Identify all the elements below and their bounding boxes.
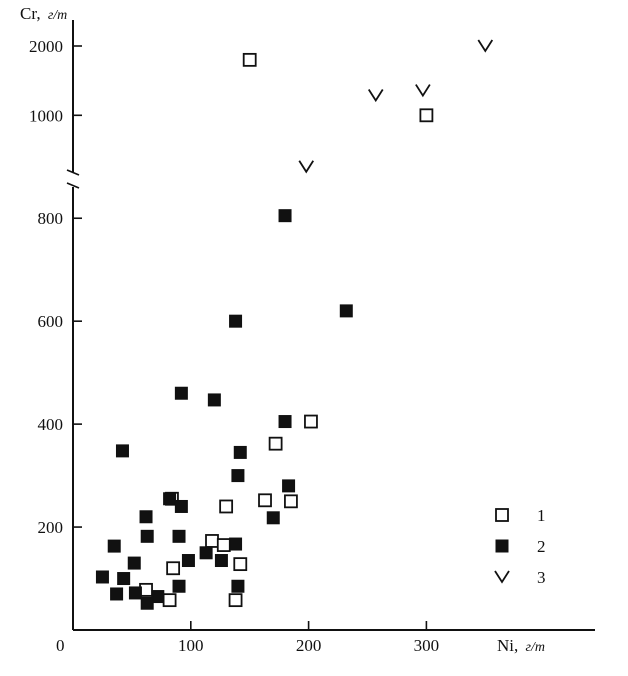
series-3 — [298, 39, 494, 174]
data-point-series-3 — [415, 84, 431, 98]
y-axis-title-main: Cr, — [20, 4, 41, 23]
data-point-series-2 — [214, 554, 228, 568]
data-point-series-2 — [229, 314, 243, 328]
data-point-series-2 — [266, 511, 280, 525]
data-point-series-2 — [139, 510, 153, 524]
series-1 — [139, 52, 434, 608]
x-axis-ticks: 100 200 300 — [178, 621, 439, 655]
legend-marker-2 — [495, 539, 509, 553]
data-point-series-2 — [140, 596, 154, 610]
data-point-series-2 — [128, 586, 142, 600]
data-point-series-2 — [140, 529, 154, 543]
data-point-series-2 — [115, 444, 129, 458]
data-point-series-1 — [284, 494, 298, 509]
data-point-series-2 — [107, 539, 121, 553]
x-tick-label: 200 — [296, 636, 322, 655]
y-tick-label: 400 — [38, 415, 64, 434]
data-point-series-2 — [172, 529, 186, 543]
data-point-series-2 — [233, 445, 247, 459]
data-point-series-1 — [162, 593, 177, 608]
data-point-series-1 — [419, 108, 434, 123]
data-point-series-2 — [151, 590, 165, 604]
data-point-series-3 — [477, 39, 494, 53]
axis-break-mark-bottom — [66, 182, 80, 189]
data-point-series-2 — [278, 209, 292, 223]
data-point-series-2 — [110, 587, 124, 601]
data-point-series-1 — [228, 593, 243, 608]
data-point-series-2 — [207, 393, 221, 407]
data-point-series-2 — [172, 579, 186, 593]
data-point-series-3 — [367, 89, 384, 103]
data-point-series-1 — [233, 557, 248, 572]
data-point-series-2 — [181, 554, 195, 568]
x-axis-title: Ni, г/т — [497, 636, 545, 655]
y-axis-ticks: 200 400 600 800 1000 2000 — [29, 37, 82, 537]
x-axis-title-unit: г/т — [526, 640, 545, 655]
x-tick-label: 300 — [414, 636, 440, 655]
y-tick-label: 600 — [38, 312, 64, 331]
legend-label-1: 1 — [537, 506, 546, 525]
origin-label: 0 — [56, 636, 65, 655]
legend-label-2: 2 — [537, 537, 546, 556]
data-point-series-2 — [231, 469, 245, 483]
data-point-series-2 — [231, 579, 245, 593]
data-point-series-1 — [166, 561, 181, 576]
y-axis-title: Cr, г/т — [20, 4, 67, 23]
data-point-series-2 — [174, 499, 188, 513]
data-point-series-1 — [304, 414, 318, 429]
data-point-series-1 — [216, 538, 231, 552]
y-tick-label: 2000 — [29, 37, 63, 56]
legend-label-3: 3 — [537, 568, 546, 587]
y-tick-label: 200 — [38, 518, 64, 537]
data-point-series-3 — [298, 160, 315, 174]
data-point-series-1 — [258, 493, 272, 508]
y-tick-label: 1000 — [29, 106, 63, 125]
data-point-series-2 — [174, 386, 188, 400]
legend: 1 2 3 — [494, 506, 546, 587]
legend-marker-1 — [495, 508, 509, 522]
data-point-series-2 — [163, 492, 177, 506]
y-tick-label: 800 — [38, 209, 64, 228]
y-axis-title-unit: г/т — [48, 8, 67, 23]
x-tick-label: 100 — [178, 636, 204, 655]
x-axis-title-main: Ni, — [497, 636, 518, 655]
data-point-series-2 — [229, 537, 243, 551]
data-point-series-2 — [282, 479, 296, 493]
axis-break-mark-top — [66, 169, 80, 176]
data-point-series-1 — [242, 52, 257, 67]
data-point-series-2 — [339, 304, 353, 318]
data-point-series-2 — [127, 556, 141, 570]
legend-marker-3 — [494, 570, 510, 584]
data-point-series-1 — [205, 534, 219, 548]
data-point-series-2 — [117, 572, 131, 586]
data-point-series-2 — [95, 570, 109, 584]
data-point-series-1 — [268, 436, 283, 451]
series-2 — [95, 209, 353, 610]
plot-area — [95, 39, 494, 610]
data-point-series-2 — [199, 546, 213, 560]
data-point-series-1 — [219, 499, 234, 514]
data-point-series-2 — [278, 415, 292, 429]
